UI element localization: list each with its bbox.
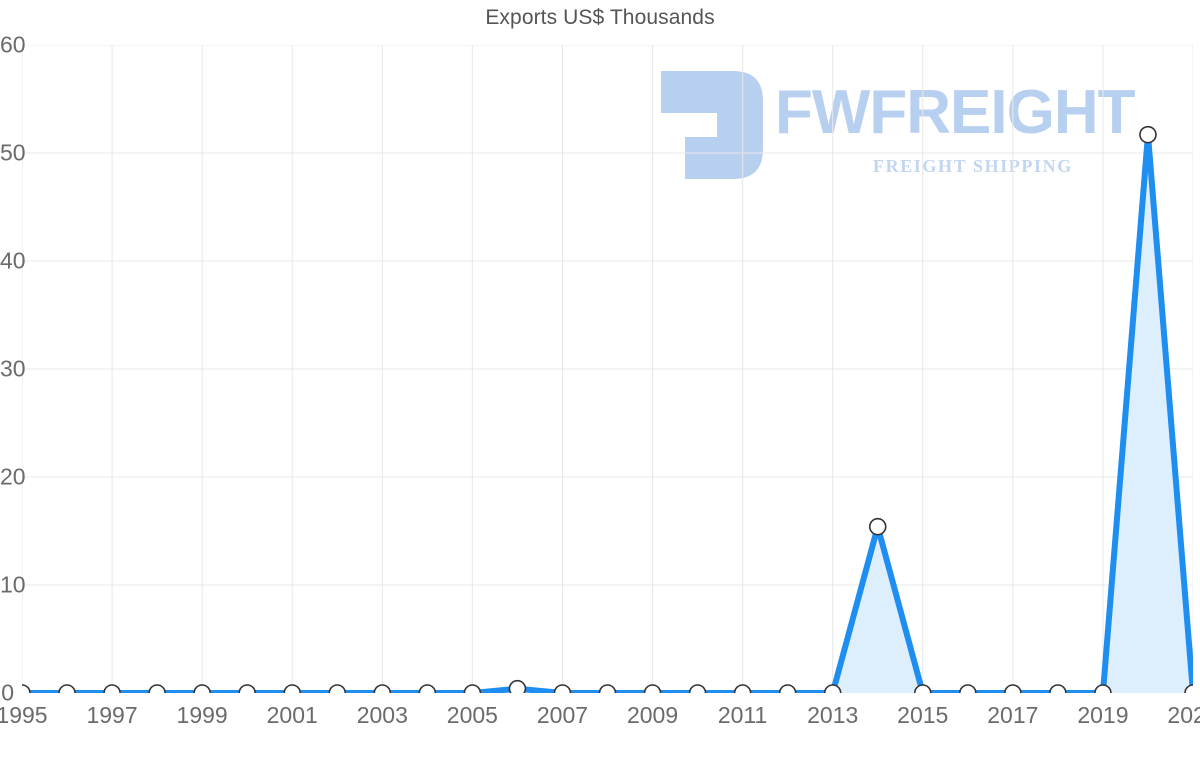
data-point-marker[interactable] [283, 684, 302, 693]
y-axis-tick-label: 40 [0, 247, 26, 274]
y-axis-tick-label: 50 [0, 139, 26, 166]
data-point-marker[interactable] [328, 684, 347, 693]
y-gridlines [22, 45, 1193, 693]
series-markers [22, 125, 1193, 693]
data-point-marker[interactable] [463, 684, 482, 693]
y-axis-tick-label: 10 [0, 571, 26, 598]
data-point-marker[interactable] [22, 684, 31, 693]
data-point-marker[interactable] [733, 684, 752, 693]
data-point-marker[interactable] [1004, 684, 1022, 693]
x-axis-tick-label: 2017 [987, 702, 1039, 728]
data-point-marker[interactable] [1139, 125, 1157, 144]
x-axis-tick-label: 1999 [176, 702, 228, 728]
y-axis-tick-label: 30 [0, 355, 26, 382]
series-line [22, 131, 1193, 693]
series-area-fill [22, 134, 1193, 693]
data-point-marker[interactable] [1049, 684, 1067, 693]
data-point-marker[interactable] [1094, 684, 1112, 693]
x-gridlines [22, 45, 1193, 693]
x-axis-tick-label: 2007 [536, 702, 589, 728]
data-point-marker[interactable] [373, 684, 392, 693]
data-point-marker[interactable] [1184, 684, 1193, 693]
data-point-marker[interactable] [508, 679, 527, 693]
data-point-marker[interactable] [778, 684, 797, 693]
x-axis-tick-label: 2011 [717, 702, 768, 728]
x-axis-tick-label: 2013 [807, 702, 859, 728]
x-axis-tick-label: 2001 [266, 702, 318, 728]
data-point-marker[interactable] [193, 684, 211, 693]
data-point-marker[interactable] [103, 684, 121, 693]
data-point-marker[interactable] [148, 684, 166, 693]
data-point-marker[interactable] [58, 684, 76, 693]
x-axis-tick-label: 1995 [0, 702, 48, 728]
data-point-marker[interactable] [598, 684, 617, 693]
data-point-marker[interactable] [238, 684, 256, 693]
x-axis-tick-label: 2015 [897, 702, 949, 728]
x-axis-tick-label: 1997 [86, 702, 138, 728]
chart-svg [22, 45, 1193, 693]
data-point-marker[interactable] [688, 684, 707, 693]
x-axis-tick-label: 2021 [1167, 702, 1200, 728]
x-axis-tick-label: 2019 [1077, 702, 1129, 728]
plot-area [22, 45, 1193, 693]
data-point-marker[interactable] [868, 517, 887, 536]
data-point-marker[interactable] [418, 684, 437, 693]
x-axis-tick-label: 2003 [356, 702, 408, 728]
x-axis-tick-label: 2005 [446, 702, 498, 728]
y-axis-tick-label: 60 [0, 31, 26, 58]
data-point-marker[interactable] [553, 684, 572, 693]
x-axis-tick-label: 2009 [626, 702, 679, 728]
chart-title: Exports US$ Thousands [485, 6, 715, 29]
data-point-marker[interactable] [959, 684, 977, 693]
data-point-marker[interactable] [823, 684, 842, 693]
data-point-marker[interactable] [913, 684, 932, 693]
y-axis-tick-label: 0 [1, 679, 14, 706]
data-point-marker[interactable] [643, 684, 662, 693]
y-axis-tick-label: 20 [0, 463, 26, 490]
